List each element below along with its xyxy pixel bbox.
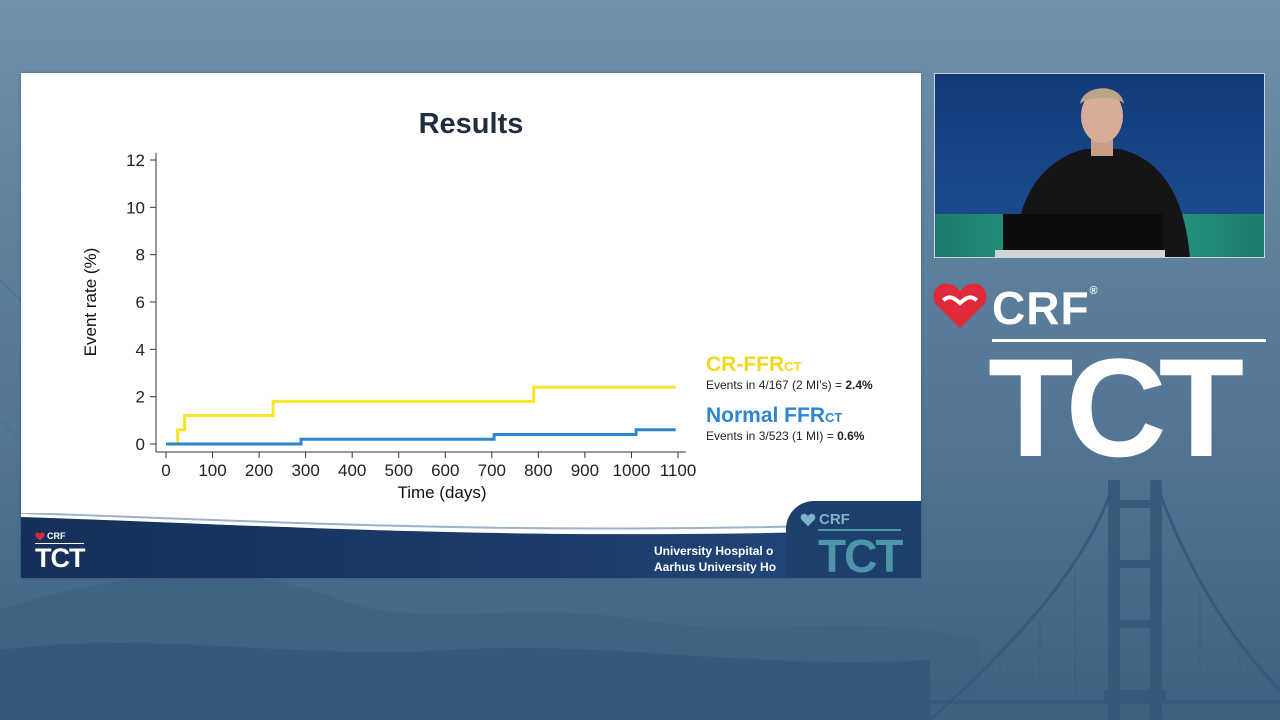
brand-divider [992, 339, 1266, 342]
x-tick-label: 900 [571, 461, 599, 480]
x-tick-label: 0 [161, 461, 170, 480]
legend-normal-ffrct: Normal FFRCT Events in 3/523 (1 MI) = 0.… [706, 404, 864, 443]
heart-icon [35, 532, 45, 540]
slide-title: Results [418, 108, 524, 140]
legend-cr-events-text: Events in 4/167 (2 MI's) = [706, 378, 846, 392]
y-tick-label: 2 [136, 388, 145, 407]
legend-cr-label: CR-FFR [706, 353, 785, 376]
footer-logo-tile: CRF TCT [786, 501, 921, 578]
x-tick-label: 200 [245, 461, 273, 480]
tile-tct-text: TCT [818, 529, 903, 578]
legend-normal-events-text: Events in 3/523 (1 MI) = [706, 429, 838, 443]
legend-cr-events: Events in 4/167 (2 MI's) = 2.4% [706, 378, 873, 392]
legend-cr-subscript: CT [784, 359, 802, 374]
x-tick-label: 1100 [660, 461, 697, 480]
legend-cr-ffrct: CR-FFRCT Events in 4/167 (2 MI's) = 2.4% [706, 353, 873, 392]
x-tick-label: 600 [431, 461, 459, 480]
legend-cr-name: CR-FFRCT [706, 353, 873, 377]
x-tick-label: 800 [524, 461, 552, 480]
tile-crf-text: CRF [819, 511, 850, 528]
y-tick-label: 8 [136, 246, 145, 265]
legend-normal-subscript: CT [825, 410, 843, 425]
event-rate-chart: 0 2 4 6 8 10 12 0 100 200 300 400 500 600 700 800 900 100… [81, 151, 697, 502]
brand-tct-text: TCT [988, 329, 1244, 486]
speaker-webcam [934, 73, 1265, 258]
x-tick-label: 300 [291, 461, 319, 480]
y-tick-label: 6 [136, 293, 145, 312]
x-tick-label: 1000 [613, 461, 651, 480]
y-tick-label: 12 [126, 151, 145, 170]
footer-tct-logo: CRF TCT [35, 531, 85, 573]
legend-normal-rate: 0.6% [837, 429, 865, 443]
footer-tct-text: TCT [35, 543, 85, 573]
legend-normal-name: Normal FFRCT [706, 404, 864, 428]
footer-crf-text: CRF [47, 531, 66, 541]
crf-tct-brand-logo: CRF® TCT [930, 278, 1270, 478]
x-tick-label: 500 [385, 461, 413, 480]
legend-normal-label: Normal FFR [706, 404, 826, 427]
y-axis-label: Event rate (%) [81, 248, 100, 357]
heart-icon [800, 513, 816, 526]
institution-line1: University Hospital o [654, 544, 774, 558]
x-tick-label: 700 [478, 461, 506, 480]
series-line-cr-ffrct [166, 385, 676, 446]
heart-icon [933, 283, 987, 329]
x-tick-label: 100 [198, 461, 226, 480]
institution-text: University Hospital o Aarhus University … [654, 543, 776, 575]
institution-line2: Aarhus University Ho [654, 560, 777, 574]
legend-cr-rate: 2.4% [845, 378, 873, 392]
presentation-slide: 0 2 4 6 8 10 12 0 100 200 300 400 500 600 700 800 900 100… [21, 73, 921, 578]
series-line-normal-ffrct [166, 428, 676, 446]
speaker-video-image [935, 74, 1264, 257]
y-tick-label: 10 [126, 198, 145, 217]
brand-crf-label: CRF [992, 282, 1090, 334]
brand-crf-text: CRF® [992, 281, 1099, 335]
y-tick-label: 0 [136, 435, 145, 454]
y-tick-label: 4 [136, 340, 145, 359]
slide-footer-band [21, 513, 921, 578]
legend-normal-events: Events in 3/523 (1 MI) = 0.6% [706, 429, 864, 443]
x-tick-label: 400 [338, 461, 366, 480]
x-axis-label: Time (days) [397, 483, 486, 502]
registered-mark: ® [1089, 285, 1099, 297]
